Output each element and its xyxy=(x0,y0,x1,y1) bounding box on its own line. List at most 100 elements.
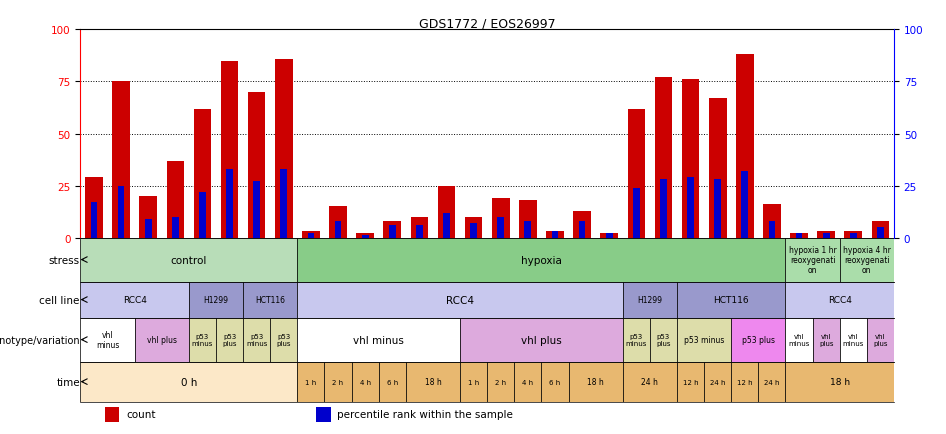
Bar xyxy=(307,234,314,238)
Bar xyxy=(172,217,179,238)
Bar xyxy=(823,234,830,238)
Bar xyxy=(541,362,569,402)
Bar xyxy=(633,188,639,238)
Text: 24 h: 24 h xyxy=(710,379,726,385)
Bar xyxy=(569,362,622,402)
Bar xyxy=(677,362,704,402)
Text: p53 plus: p53 plus xyxy=(742,335,775,344)
Text: vhl
minus: vhl minus xyxy=(96,331,119,349)
Text: vhl plus: vhl plus xyxy=(521,335,562,345)
Bar xyxy=(243,282,297,318)
Bar xyxy=(80,238,297,282)
Bar xyxy=(80,318,134,362)
Bar xyxy=(352,362,378,402)
Text: H1299: H1299 xyxy=(203,296,229,304)
Bar xyxy=(443,213,450,238)
Text: RCC4: RCC4 xyxy=(447,295,474,305)
Bar xyxy=(145,219,151,238)
Text: vhl
plus: vhl plus xyxy=(873,334,887,346)
Bar xyxy=(383,221,401,238)
Bar xyxy=(460,318,622,362)
Bar xyxy=(216,318,243,362)
Text: 1 h: 1 h xyxy=(468,379,480,385)
Text: p53
plus: p53 plus xyxy=(222,334,236,346)
Title: GDS1772 / EOS26997: GDS1772 / EOS26997 xyxy=(419,17,555,30)
Text: hypoxia: hypoxia xyxy=(521,255,562,265)
Bar xyxy=(714,180,721,238)
Bar xyxy=(117,186,125,238)
Bar xyxy=(763,205,780,238)
Bar xyxy=(113,82,130,238)
Text: HCT116: HCT116 xyxy=(713,296,749,304)
Bar xyxy=(687,178,694,238)
Text: vhl
minus: vhl minus xyxy=(788,334,810,346)
Bar xyxy=(492,199,510,238)
Text: p53
minus: p53 minus xyxy=(246,334,268,346)
Text: p53
minus: p53 minus xyxy=(625,334,647,346)
Bar xyxy=(677,318,731,362)
Bar xyxy=(220,62,238,238)
Text: control: control xyxy=(170,255,207,265)
Text: hypoxia 1 hr
reoxygenati
on: hypoxia 1 hr reoxygenati on xyxy=(789,246,836,274)
Text: 6 h: 6 h xyxy=(550,379,561,385)
Bar xyxy=(759,362,785,402)
Text: time: time xyxy=(56,377,79,387)
Bar xyxy=(877,227,884,238)
Text: cell line: cell line xyxy=(40,295,79,305)
Bar xyxy=(515,362,541,402)
Text: 6 h: 6 h xyxy=(387,379,398,385)
Text: H1299: H1299 xyxy=(638,296,662,304)
Bar xyxy=(389,226,395,238)
Text: 4 h: 4 h xyxy=(522,379,534,385)
Bar xyxy=(297,238,785,282)
Bar xyxy=(850,234,857,238)
Bar xyxy=(324,362,352,402)
Bar xyxy=(199,192,206,238)
Bar xyxy=(622,318,650,362)
Bar xyxy=(460,362,487,402)
Bar xyxy=(470,224,477,238)
Bar xyxy=(785,362,894,402)
Bar xyxy=(573,211,591,238)
Text: 24 h: 24 h xyxy=(764,379,780,385)
Text: stress: stress xyxy=(49,255,79,265)
Bar xyxy=(552,232,558,238)
Bar xyxy=(406,362,460,402)
Bar xyxy=(166,161,184,238)
Text: 18 h: 18 h xyxy=(425,377,442,386)
Bar xyxy=(378,362,406,402)
Bar xyxy=(546,232,564,238)
Bar xyxy=(248,93,266,238)
Bar xyxy=(297,362,324,402)
Bar xyxy=(134,318,189,362)
Bar xyxy=(416,226,423,238)
Bar xyxy=(731,362,759,402)
Bar xyxy=(601,234,618,238)
Text: genotype/variation: genotype/variation xyxy=(0,335,79,345)
Bar xyxy=(80,362,297,402)
Bar xyxy=(785,318,813,362)
Text: p53
plus: p53 plus xyxy=(657,334,671,346)
Bar xyxy=(243,318,271,362)
Bar xyxy=(335,221,342,238)
Text: vhl plus: vhl plus xyxy=(147,335,177,344)
Text: 12 h: 12 h xyxy=(683,379,698,385)
Bar xyxy=(438,186,455,238)
Bar xyxy=(464,217,482,238)
Bar xyxy=(768,221,776,238)
Bar xyxy=(226,170,233,238)
Bar xyxy=(840,318,867,362)
Bar xyxy=(736,55,754,238)
Bar xyxy=(622,282,677,318)
Bar xyxy=(785,282,894,318)
Bar xyxy=(524,221,532,238)
Text: RCC4: RCC4 xyxy=(123,296,147,304)
Bar xyxy=(742,171,748,238)
Bar xyxy=(650,318,677,362)
Bar xyxy=(361,236,369,238)
Text: 2 h: 2 h xyxy=(495,379,506,385)
Text: vhl
plus: vhl plus xyxy=(819,334,833,346)
Bar xyxy=(254,182,260,238)
Bar xyxy=(704,362,731,402)
Bar xyxy=(297,318,460,362)
